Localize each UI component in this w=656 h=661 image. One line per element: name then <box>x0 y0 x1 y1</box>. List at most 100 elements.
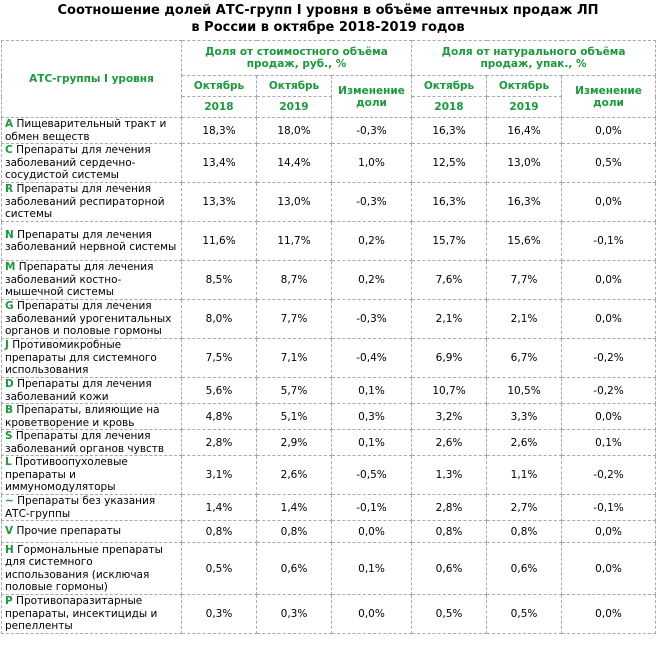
atc-code: A <box>5 118 14 130</box>
header-month-2018-value: Октябрь <box>181 75 257 97</box>
table-row: A Пищеварительный тракт и обмен веществ 1… <box>1 117 656 144</box>
value-share-2018-cell: 7,5% <box>181 338 257 378</box>
volume-share-change-cell: -0,1% <box>561 494 656 521</box>
value-share-2019-cell: 0,6% <box>256 542 332 595</box>
volume-share-2018-cell: 16,3% <box>411 117 488 144</box>
table-row: M Препараты для лечения заболеваний кост… <box>1 260 656 300</box>
volume-share-change-cell: 0,5% <box>561 143 656 183</box>
header-year-2019-volume: 2019 <box>486 96 563 118</box>
atc-code: J <box>5 339 9 352</box>
value-share-2018-cell: 0,8% <box>181 520 257 543</box>
volume-share-2019-cell: 6,7% <box>486 338 563 378</box>
atc-group-cell: C Препараты для лечения заболеваний серд… <box>1 143 182 183</box>
volume-share-2019-cell: 0,5% <box>486 594 563 634</box>
value-share-change-cell: -0,3% <box>330 299 413 339</box>
atc-group-cell: A Пищеварительный тракт и обмен веществ <box>1 117 182 144</box>
atc-code: V <box>5 525 14 538</box>
value-share-2018-cell: 13,4% <box>181 143 257 183</box>
atc-group-cell: H Гормональные препараты для системного … <box>1 542 182 595</box>
volume-share-change-cell: 0,0% <box>561 117 656 144</box>
volume-share-2019-cell: 10,5% <box>486 377 563 404</box>
atc-code: L <box>5 456 12 469</box>
atc-group-cell: R Препараты для лечения заболеваний респ… <box>1 182 182 222</box>
value-share-2018-cell: 5,6% <box>181 377 257 404</box>
volume-share-change-cell: -0,1% <box>561 221 656 261</box>
atc-share-table: АТС-группы I уровня Доля от стоимостного… <box>1 40 656 634</box>
volume-share-change-cell: 0,0% <box>561 260 656 300</box>
value-share-change-cell: 1,0% <box>330 143 413 183</box>
atc-group-cell: ~ Препараты без указания АТС-группы <box>1 494 182 521</box>
header-month-2019-value: Октябрь <box>256 75 332 97</box>
atc-group-name: Препараты для лечения заболеваний кожи <box>5 378 152 403</box>
header-change-value: Изменение доли <box>330 75 413 118</box>
atc-code: R <box>5 183 14 196</box>
value-share-2019-cell: 14,4% <box>256 143 332 183</box>
value-share-change-cell: -0,3% <box>330 182 413 222</box>
volume-share-change-cell: 0,0% <box>561 299 656 339</box>
volume-share-2019-cell: 13,0% <box>486 143 563 183</box>
volume-share-change-cell: -0,2% <box>561 338 656 378</box>
volume-share-2019-cell: 16,3% <box>486 182 563 222</box>
atc-group-name: Противомикробные препараты для системног… <box>5 339 157 377</box>
volume-share-change-cell: 0,1% <box>561 429 656 456</box>
title-line-2: в России в октябре 2018-2019 годов <box>191 20 465 35</box>
atc-code: B <box>5 404 14 416</box>
header-year-2019-value: 2019 <box>256 96 332 118</box>
table-row: G Препараты для лечения заболеваний урог… <box>1 299 656 339</box>
volume-share-2018-cell: 7,6% <box>411 260 488 300</box>
table-row: P Противопаразитарные препараты, инсекти… <box>1 594 656 634</box>
table-row: C Препараты для лечения заболеваний серд… <box>1 143 656 183</box>
value-share-2019-cell: 1,4% <box>256 494 332 521</box>
volume-share-change-cell: 0,0% <box>561 520 656 543</box>
table-row: L Противоопухолевые препараты и иммуномо… <box>1 455 656 495</box>
volume-share-2019-cell: 15,6% <box>486 221 563 261</box>
volume-share-2019-cell: 1,1% <box>486 455 563 495</box>
value-share-change-cell: 0,0% <box>330 520 413 543</box>
atc-group-name: Препараты для лечения заболеваний уроген… <box>5 300 172 338</box>
atc-group-cell: D Препараты для лечения заболеваний кожи <box>1 377 182 404</box>
volume-share-change-cell: -0,2% <box>561 377 656 404</box>
atc-group-name: Пищеварительный тракт и обмен веществ <box>5 118 167 143</box>
volume-share-change-cell: 0,0% <box>561 594 656 634</box>
atc-group-name: Противоопухолевые препараты и иммуномоду… <box>5 456 128 494</box>
value-share-2018-cell: 8,5% <box>181 260 257 300</box>
atc-group-cell: J Противомикробные препараты для системн… <box>1 338 182 378</box>
value-share-change-cell: 0,2% <box>330 221 413 261</box>
atc-code: M <box>5 261 16 274</box>
value-share-2019-cell: 8,7% <box>256 260 332 300</box>
table-row: B Препараты, влияющие на кроветворение и… <box>1 403 656 430</box>
value-share-change-cell: -0,1% <box>330 494 413 521</box>
value-share-2019-cell: 7,7% <box>256 299 332 339</box>
atc-group-cell: P Противопаразитарные препараты, инсекти… <box>1 594 182 634</box>
volume-share-2019-cell: 0,8% <box>486 520 563 543</box>
volume-share-change-cell: -0,2% <box>561 455 656 495</box>
volume-share-change-cell: 0,0% <box>561 542 656 595</box>
atc-code: S <box>5 430 13 442</box>
value-share-change-cell: 0,0% <box>330 594 413 634</box>
atc-group-cell: V Прочие препараты <box>1 520 182 543</box>
table-row: D Препараты для лечения заболеваний кожи… <box>1 377 656 404</box>
header-month-2019-volume: Октябрь <box>486 75 563 97</box>
table-row: H Гормональные препараты для системного … <box>1 542 656 595</box>
document-title: Соотношение долей АТС-групп I уровня в о… <box>0 0 656 40</box>
atc-code: D <box>5 378 14 390</box>
table-row: ~ Препараты без указания АТС-группы 1,4% 1… <box>1 494 656 521</box>
header-year-2018-volume: 2018 <box>411 96 488 118</box>
atc-group-name: Препараты для лечения заболеваний респир… <box>5 183 165 221</box>
atc-group-name: Препараты для лечения заболеваний костно… <box>5 261 154 299</box>
atc-code: H <box>5 543 14 556</box>
value-share-change-cell: 0,1% <box>330 429 413 456</box>
title-line-1: Соотношение долей АТС-групп I уровня в о… <box>57 3 599 18</box>
value-share-change-cell: 0,1% <box>330 377 413 404</box>
volume-share-2019-cell: 2,1% <box>486 299 563 339</box>
value-share-2018-cell: 13,3% <box>181 182 257 222</box>
value-share-2018-cell: 1,4% <box>181 494 257 521</box>
header-month-2018-volume: Октябрь <box>411 75 488 97</box>
value-share-change-cell: -0,5% <box>330 455 413 495</box>
volume-share-2019-cell: 0,6% <box>486 542 563 595</box>
atc-group-cell: N Препараты для лечения заболеваний нерв… <box>1 221 182 261</box>
value-share-2019-cell: 5,7% <box>256 377 332 404</box>
atc-group-name: Препараты без указания АТС-группы <box>5 495 156 520</box>
volume-share-change-cell: 0,0% <box>561 182 656 222</box>
atc-group-name: Препараты для лечения заболеваний нервно… <box>5 228 177 254</box>
